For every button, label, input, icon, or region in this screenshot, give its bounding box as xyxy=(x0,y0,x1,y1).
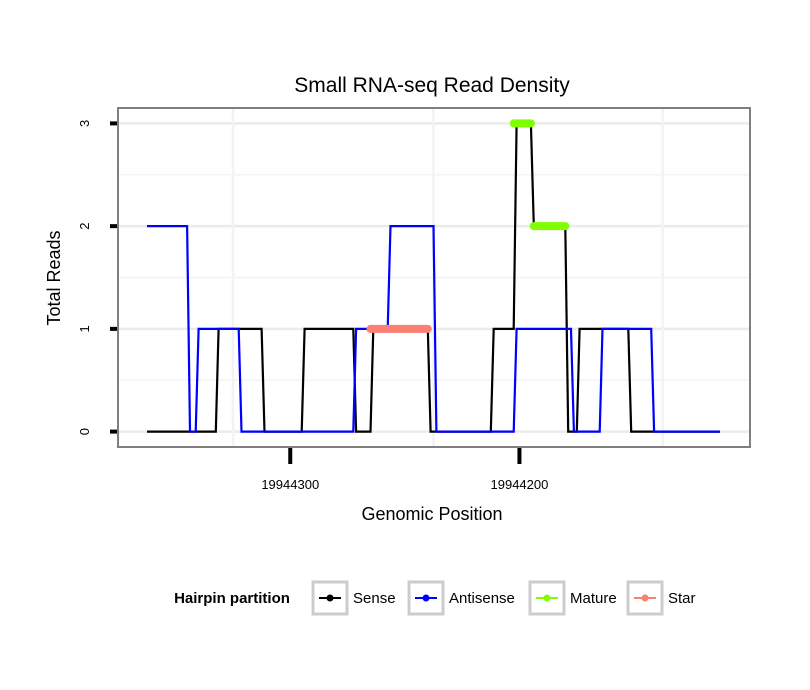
x-tick-label: 19944300 xyxy=(261,477,319,492)
legend-items: Sense Antisense Mature Star xyxy=(311,580,696,616)
legend-label-antisense: Antisense xyxy=(449,590,515,607)
legend-key-dot xyxy=(326,594,334,602)
series-line-antisense xyxy=(147,225,720,433)
x-tick-label: 19944200 xyxy=(491,477,549,492)
y-axis-label: Total Reads xyxy=(44,230,64,325)
y-tick-label: 1 xyxy=(77,325,92,332)
plot-border xyxy=(117,107,751,448)
series-layer xyxy=(147,119,720,433)
legend: Hairpin partition Sense Antisense Mature St… xyxy=(174,580,696,616)
legend-key-dot xyxy=(543,594,551,602)
axes: 0 1 2 3 19944300 19944200 xyxy=(77,120,548,492)
legend-label-sense: Sense xyxy=(353,590,396,607)
legend-label-star: Star xyxy=(668,590,696,607)
legend-key-box xyxy=(626,580,664,616)
legend-key-dot xyxy=(641,594,649,602)
legend-label-mature: Mature xyxy=(570,590,617,607)
x-axis-label: Genomic Position xyxy=(361,504,502,524)
y-tick-label: 0 xyxy=(77,428,92,435)
y-tick-label: 2 xyxy=(77,223,92,230)
y-tick-label: 3 xyxy=(77,120,92,127)
legend-key-dot xyxy=(422,594,430,602)
legend-title: Hairpin partition xyxy=(174,590,290,607)
chart-title: Small RNA-seq Read Density xyxy=(294,74,570,97)
